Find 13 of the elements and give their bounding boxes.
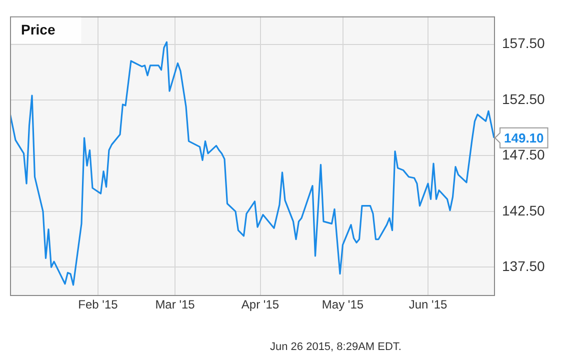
y-tick-label: 152.50 — [502, 90, 546, 107]
x-tick-label: May '15 — [322, 298, 364, 312]
y-tick-label: 157.50 — [502, 35, 546, 52]
x-tick-label: Mar '15 — [155, 298, 196, 312]
y-tick-label: 142.50 — [502, 202, 546, 218]
y-tick-label: 147.50 — [502, 146, 546, 163]
y-tick-label: 137.50 — [502, 258, 546, 274]
x-tick-label: Apr '15 — [241, 298, 280, 312]
data-label: 149.10 — [504, 130, 544, 146]
chart-title: Price — [21, 21, 56, 38]
x-tick-label: Jun '15 — [408, 298, 448, 312]
x-tick-label: Feb '15 — [78, 298, 118, 312]
text: Jun 26 2015, 8:29AM EDT. — [270, 341, 402, 354]
